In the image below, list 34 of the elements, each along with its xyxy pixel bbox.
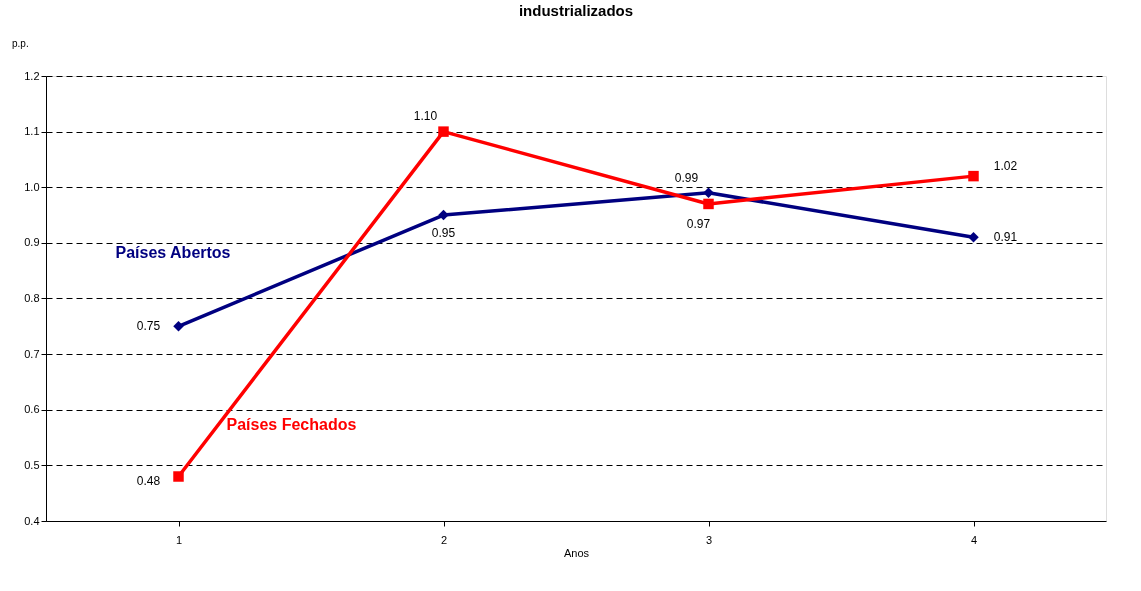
x-axis-title: Anos (563, 546, 590, 559)
data-label: 0.95 (431, 226, 456, 241)
y-tick-label: 1.1 (24, 125, 40, 138)
point (438, 126, 449, 137)
point (968, 232, 979, 243)
point (173, 471, 184, 482)
y-tick-label: 1.0 (24, 180, 40, 193)
data-label: 0.97 (686, 216, 711, 231)
data-label: 0.99 (674, 170, 699, 185)
x-tick-label: 3 (705, 533, 713, 546)
y-tick-label: 0.8 (24, 292, 40, 304)
point (703, 198, 714, 210)
x-tick-label: 4 (970, 533, 978, 546)
point (173, 321, 184, 332)
data-label: 1.02 (993, 159, 1018, 174)
point (968, 170, 979, 182)
point (703, 187, 714, 199)
y-tick-label: 0.6 (24, 403, 40, 416)
point (438, 209, 449, 221)
y-tick-label: 0.4 (24, 514, 40, 527)
y-tick-label: 0.9 (24, 236, 40, 249)
data-label: 1.10 (413, 108, 438, 123)
x-tick-label: 2 (440, 533, 448, 546)
data-label: 0.75 (136, 319, 161, 334)
y-tick-label: 0.5 (24, 458, 40, 471)
chart-title: industrializados (518, 2, 634, 19)
text: Países Abertos (115, 244, 231, 262)
series-label: Países Fechados (226, 415, 357, 433)
y-tick-label: 0.7 (24, 347, 40, 360)
y-axis-title: p.p. (12, 38, 29, 49)
data-label: 0.91 (993, 230, 1018, 245)
x-tick-label: 1 (175, 533, 183, 546)
y-tick-label: 1.2 (24, 69, 40, 82)
data-label: 0.48 (136, 473, 161, 488)
